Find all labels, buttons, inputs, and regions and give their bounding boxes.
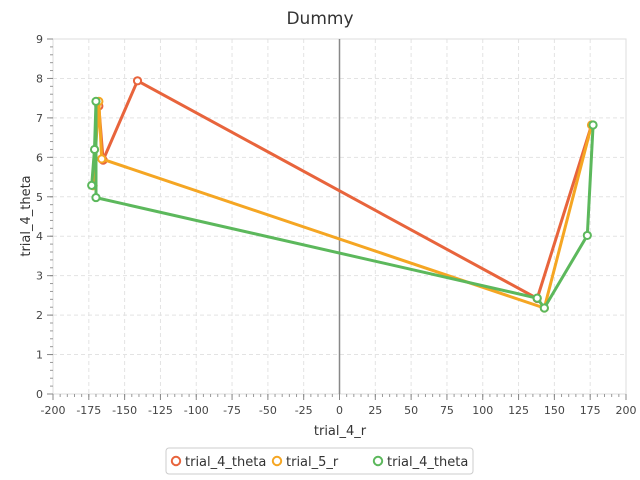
x-tick-label: 75 <box>440 404 454 417</box>
data-point[interactable] <box>582 230 592 241</box>
y-tick-label: 8 <box>36 72 43 85</box>
y-tick-label: 9 <box>36 33 43 46</box>
x-tick-label: 100 <box>472 404 493 417</box>
legend[interactable]: trial_4_theta trial_5_r trial_4_theta <box>165 447 474 475</box>
legend-label: trial_4_theta <box>185 455 266 470</box>
series-1 <box>94 76 597 304</box>
legend-box <box>165 447 474 475</box>
legend-marker <box>271 455 283 467</box>
data-point[interactable] <box>97 154 107 164</box>
x-tick-label: 25 <box>368 404 382 417</box>
x-tick-label: -100 <box>184 404 209 417</box>
x-tick-label: 200 <box>616 404 637 417</box>
y-tick-label: 5 <box>36 191 43 204</box>
data-point[interactable] <box>132 76 143 86</box>
x-tick-label: 50 <box>404 404 418 417</box>
y-tick-label: 1 <box>36 349 43 362</box>
x-axis: -200 -175 -150 -125 -100 -75 -50 -25 0 25 50 75 100 1… <box>41 394 637 417</box>
x-tick-label: -50 <box>259 404 277 417</box>
x-tick-label: -25 <box>295 404 313 417</box>
series-layer <box>87 76 598 313</box>
x-tick-label: -175 <box>76 404 101 417</box>
legend-marker <box>372 455 384 467</box>
x-axis-label: trial_4_r <box>314 424 367 439</box>
y-tick-label: 7 <box>36 112 43 125</box>
series-line <box>90 99 595 310</box>
x-tick-label: 125 <box>508 404 529 417</box>
y-tick-label: 2 <box>36 309 43 322</box>
x-tick-label: -75 <box>223 404 241 417</box>
chart-title: Dummy <box>286 9 353 29</box>
data-point[interactable] <box>87 180 97 190</box>
y-axis-label: trial_4_theta <box>19 175 34 256</box>
grid <box>52 38 627 395</box>
y-tick-label: 4 <box>36 230 43 243</box>
data-point[interactable] <box>532 293 542 303</box>
data-point[interactable] <box>89 144 100 155</box>
y-tick-label: 0 <box>36 388 43 401</box>
series-line <box>91 99 594 310</box>
data-point[interactable] <box>91 96 101 106</box>
series-line <box>97 79 594 300</box>
y-tick-label: 6 <box>36 151 43 164</box>
x-tick-label: 150 <box>544 404 565 417</box>
data-point[interactable] <box>539 303 549 313</box>
legend-label: trial_4_theta <box>387 455 468 470</box>
x-tick-label: 175 <box>580 404 601 417</box>
x-tick-label: -125 <box>148 404 173 417</box>
legend-item[interactable]: trial_4_theta <box>372 455 469 470</box>
data-point[interactable] <box>91 192 101 203</box>
x-tick-label: -200 <box>41 404 66 417</box>
legend-item[interactable]: trial_5_r <box>271 455 339 470</box>
data-point[interactable] <box>588 120 598 130</box>
legend-item[interactable]: trial_4_theta <box>170 455 267 470</box>
y-axis: 0 1 2 3 4 5 6 7 8 9 <box>36 33 53 401</box>
legend-label: trial_5_r <box>286 455 339 470</box>
x-tick-label: 0 <box>336 404 343 417</box>
series-3 <box>87 96 598 313</box>
y-tick-label: 3 <box>36 270 43 283</box>
series-2 <box>88 96 597 313</box>
legend-marker <box>170 455 182 467</box>
x-tick-label: -150 <box>112 404 137 417</box>
